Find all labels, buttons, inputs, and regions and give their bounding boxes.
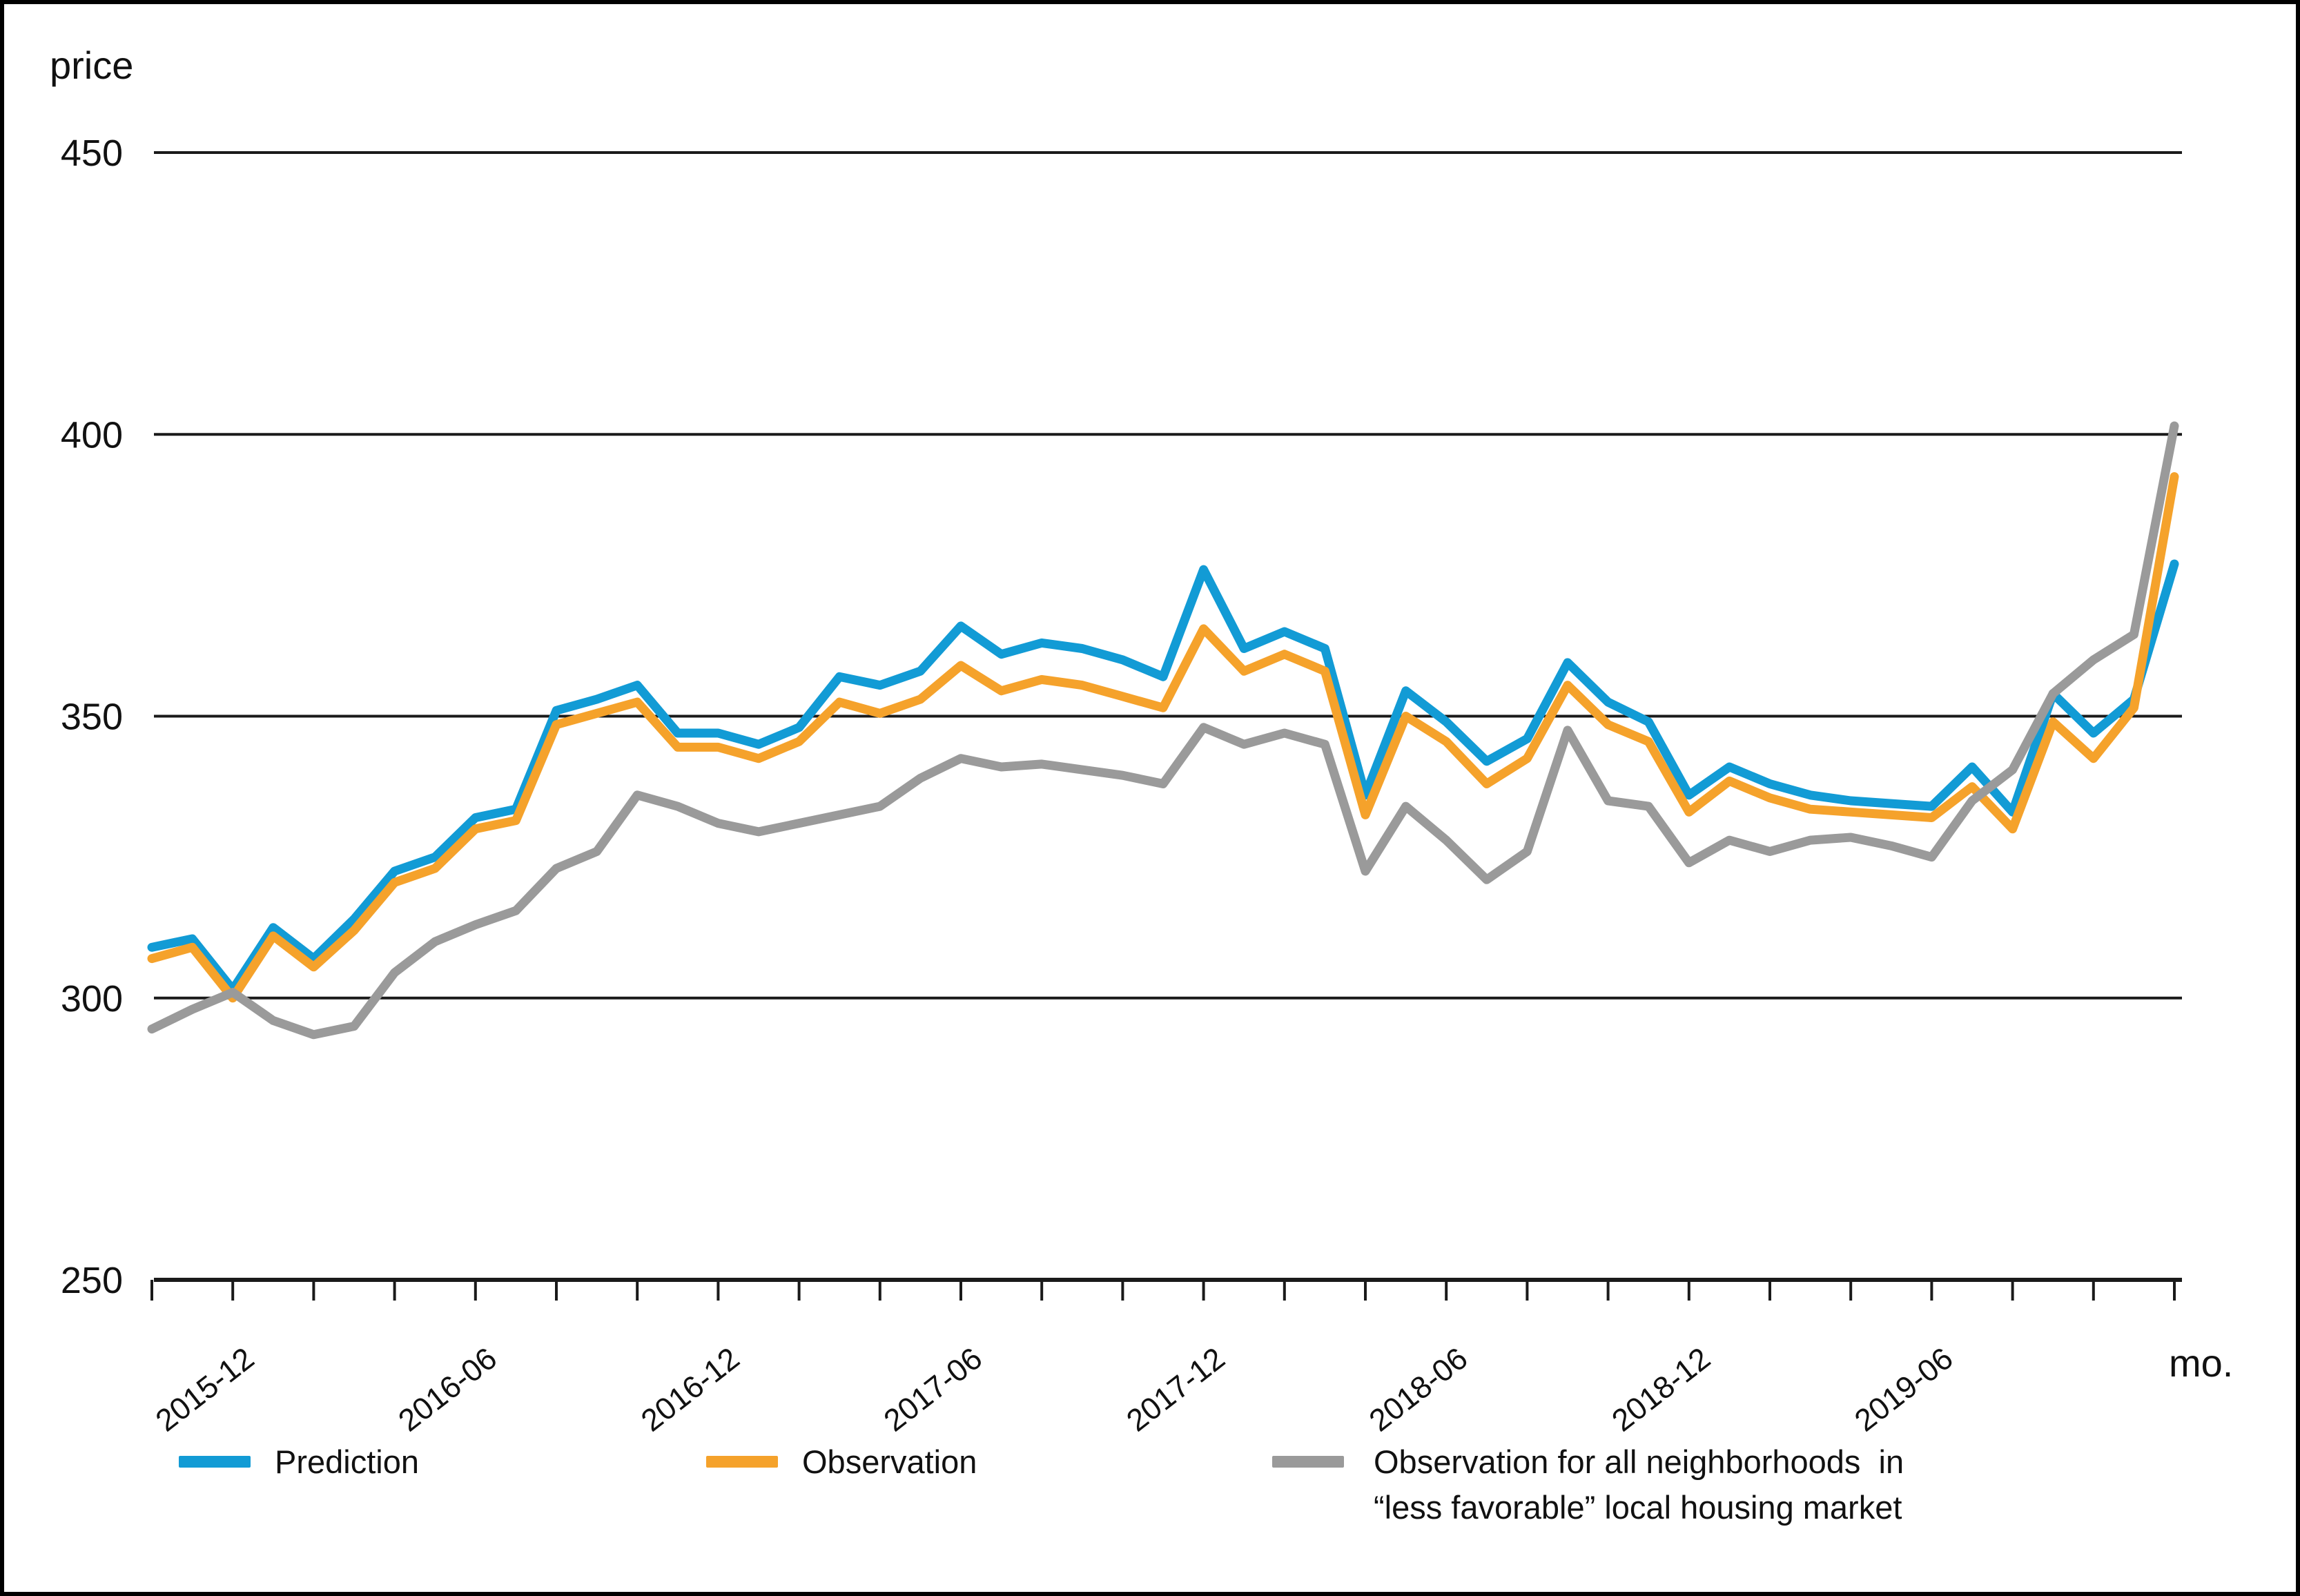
y-axis-title: price (50, 43, 134, 87)
x-tick-label-2017-12: 2017-12 (1120, 1341, 1231, 1439)
x-tick-label-2015-12: 2015-12 (149, 1341, 261, 1439)
x-tick-label-2019-06: 2019-06 (1848, 1341, 1960, 1439)
all-neighborhoods-legend-label-line1: Observation for all neighborhoods in (1374, 1443, 1904, 1480)
y-tick-label-400: 400 (61, 414, 123, 456)
all-neighborhoods-line (147, 421, 2179, 1040)
x-tick-label-2016-12: 2016-12 (634, 1341, 746, 1439)
observation-legend-label: Observation (802, 1443, 977, 1480)
prediction-legend-swatch (179, 1456, 251, 1468)
x-tick-label-2016-06: 2016-06 (391, 1341, 503, 1439)
observation-line (147, 472, 2179, 1003)
prediction-legend-label: Prediction (275, 1443, 419, 1480)
x-axis-title: mo. (2169, 1341, 2234, 1385)
line-chart: 250 300 350 400 450 2015-12 2016-06 2016-12 2017… (61, 133, 2182, 1439)
x-tick-label-2017-06: 2017-06 (877, 1341, 989, 1439)
all-neighborhoods-legend-label-line2: “less favorable” local housing market (1374, 1489, 1902, 1526)
prediction-line (147, 559, 2179, 994)
y-tick-label-300: 300 (61, 978, 123, 1020)
x-tick-label-2018-12: 2018-12 (1605, 1341, 1717, 1439)
y-tick-label-250: 250 (61, 1260, 123, 1301)
y-tick-label-450: 450 (61, 133, 123, 174)
x-tick-label-2018-06: 2018-06 (1363, 1341, 1474, 1439)
all-neighborhoods-legend-swatch (1272, 1456, 1344, 1468)
y-tick-label-350: 350 (61, 697, 123, 738)
observation-legend-swatch (706, 1456, 778, 1468)
